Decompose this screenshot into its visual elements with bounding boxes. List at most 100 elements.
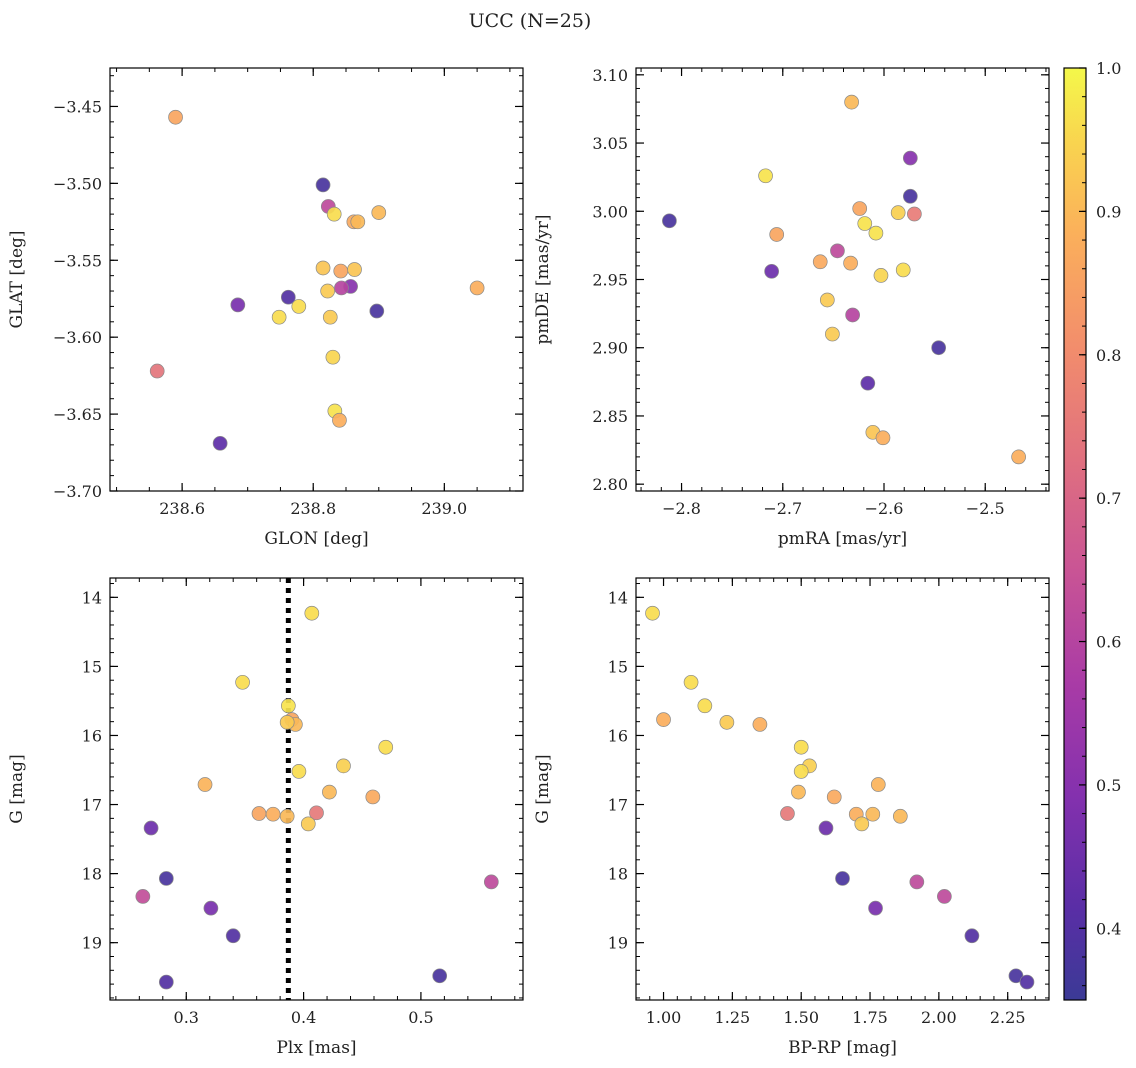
scatter-point <box>791 784 806 800</box>
scatter-point <box>890 205 906 220</box>
scatter-point <box>931 340 947 356</box>
scatter-point <box>271 309 287 325</box>
y-tick-label: 2.95 <box>592 271 628 290</box>
scatter-point <box>697 698 713 714</box>
y-tick-label: 2.90 <box>592 339 628 358</box>
x-axis-label: pmRA [mas/yr] <box>778 529 907 549</box>
x-tick-label: −2.7 <box>763 499 802 518</box>
scatter-point <box>868 225 884 241</box>
scatter-point <box>197 777 213 792</box>
y-tick-label: 15 <box>82 657 102 676</box>
colorbar-gradient <box>1064 68 1086 1000</box>
y-tick-label: 3.10 <box>592 66 628 85</box>
scatter-point <box>1019 974 1035 990</box>
x-tick-label: 0.5 <box>408 1008 433 1027</box>
colorbar-tick-label: 0.6 <box>1096 633 1121 652</box>
scatter-point <box>870 777 886 792</box>
scatter-point <box>265 806 281 822</box>
x-tick-label: 2.25 <box>990 1008 1026 1027</box>
scatter-point <box>315 177 331 193</box>
colorbar-frame <box>1063 67 1087 1001</box>
scatter-point <box>645 605 660 621</box>
scatter-point <box>719 715 735 730</box>
y-tick-label: 19 <box>608 934 628 953</box>
scatter-point <box>322 309 338 325</box>
scatter-point <box>320 283 335 299</box>
scatter-point <box>291 299 307 314</box>
x-tick-label: 238.6 <box>159 499 205 518</box>
scatter-point <box>683 674 699 690</box>
scatter-point <box>369 303 385 319</box>
scatter-point <box>230 297 246 313</box>
scatter-point <box>868 900 883 916</box>
colorbar-tick-label: 1.0 <box>1096 59 1121 78</box>
x-tick-label: 1.00 <box>646 1008 682 1027</box>
scatter-point <box>135 889 151 904</box>
y-tick-label: 3.05 <box>592 134 628 153</box>
colorbar-tick-label: 0.7 <box>1096 489 1121 508</box>
x-tick-label: 238.8 <box>290 499 336 518</box>
scatter-point <box>149 363 165 379</box>
x-tick-label: 239.0 <box>421 499 467 518</box>
x-axis-label: BP-RP [mag] <box>788 1038 897 1058</box>
colorbar-tick-label: 0.8 <box>1096 346 1121 365</box>
x-tick-label: 0.3 <box>174 1008 199 1027</box>
scatter-point <box>168 109 183 125</box>
scatter-point <box>212 435 228 451</box>
scatter-point <box>334 280 349 296</box>
scatter-point <box>322 784 337 800</box>
scatter-point <box>235 674 250 690</box>
y-tick-label: −3.50 <box>53 174 102 193</box>
scatter-point <box>902 150 918 166</box>
scatter-point <box>844 94 859 110</box>
x-tick-label: 1.50 <box>783 1008 819 1027</box>
y-tick-label: 3.00 <box>592 202 628 221</box>
x-tick-label: −2.6 <box>865 499 904 518</box>
scatter-point <box>826 789 842 805</box>
scatter-point <box>937 889 952 904</box>
y-tick-label: −3.55 <box>53 251 102 270</box>
colorbar-tick-label: 0.5 <box>1096 776 1121 795</box>
y-tick-label: 17 <box>82 796 102 815</box>
scatter-point <box>812 254 828 270</box>
scatter-point <box>769 227 785 242</box>
y-axis-label: GLAT [deg] <box>7 230 27 328</box>
colorbar-tick-label: 0.4 <box>1096 919 1121 938</box>
y-tick-label: 16 <box>608 726 628 745</box>
scatter-point <box>907 206 922 222</box>
scatter-point <box>764 263 779 279</box>
y-tick-label: −3.65 <box>53 405 102 424</box>
scatter-point <box>332 412 347 428</box>
x-tick-label: 1.25 <box>715 1008 751 1027</box>
colorbar: 0.4 0.5 0.6 0.7 0.8 0.9 1.0 <box>1063 59 1121 1001</box>
scatter-point <box>780 806 795 821</box>
x-axis-label: GLON [deg] <box>264 529 368 549</box>
scatter-point <box>280 698 296 714</box>
y-tick-label: 14 <box>82 588 102 607</box>
x-tick-label: −2.8 <box>662 499 701 518</box>
scatter-point <box>895 262 911 278</box>
scatter-point <box>843 255 858 271</box>
plot-frame <box>635 577 1050 1001</box>
scatter-point <box>350 214 366 230</box>
scatter-point <box>656 712 671 727</box>
scatter-point <box>662 213 677 229</box>
y-tick-label: 14 <box>608 588 628 607</box>
scatter-point <box>857 216 873 231</box>
scatter-point <box>315 260 331 276</box>
y-tick-label: 2.80 <box>592 475 628 494</box>
scatter-point <box>304 605 320 621</box>
scatter-point <box>279 715 295 730</box>
scatter-point <box>325 349 341 365</box>
scatter-point <box>1008 968 1024 984</box>
scatter-point <box>752 717 768 732</box>
y-axis-label: G [mag] <box>7 754 27 823</box>
scatter-point <box>909 874 925 890</box>
y-tick-label: 2.85 <box>592 407 628 426</box>
y-tick-label: −3.45 <box>53 97 102 116</box>
y-tick-label: 15 <box>608 657 628 676</box>
panel-bprp-g: 1.00 1.25 1.50 1.75 2.00 2.25 14 15 16 17 18 19 BP-R… <box>533 577 1050 1058</box>
panel-glon-glat: 238.6 238.8 239.0 −3.45 −3.50 −3.55 −3.60 −3.65… <box>7 67 524 549</box>
scatter-point <box>902 188 918 204</box>
